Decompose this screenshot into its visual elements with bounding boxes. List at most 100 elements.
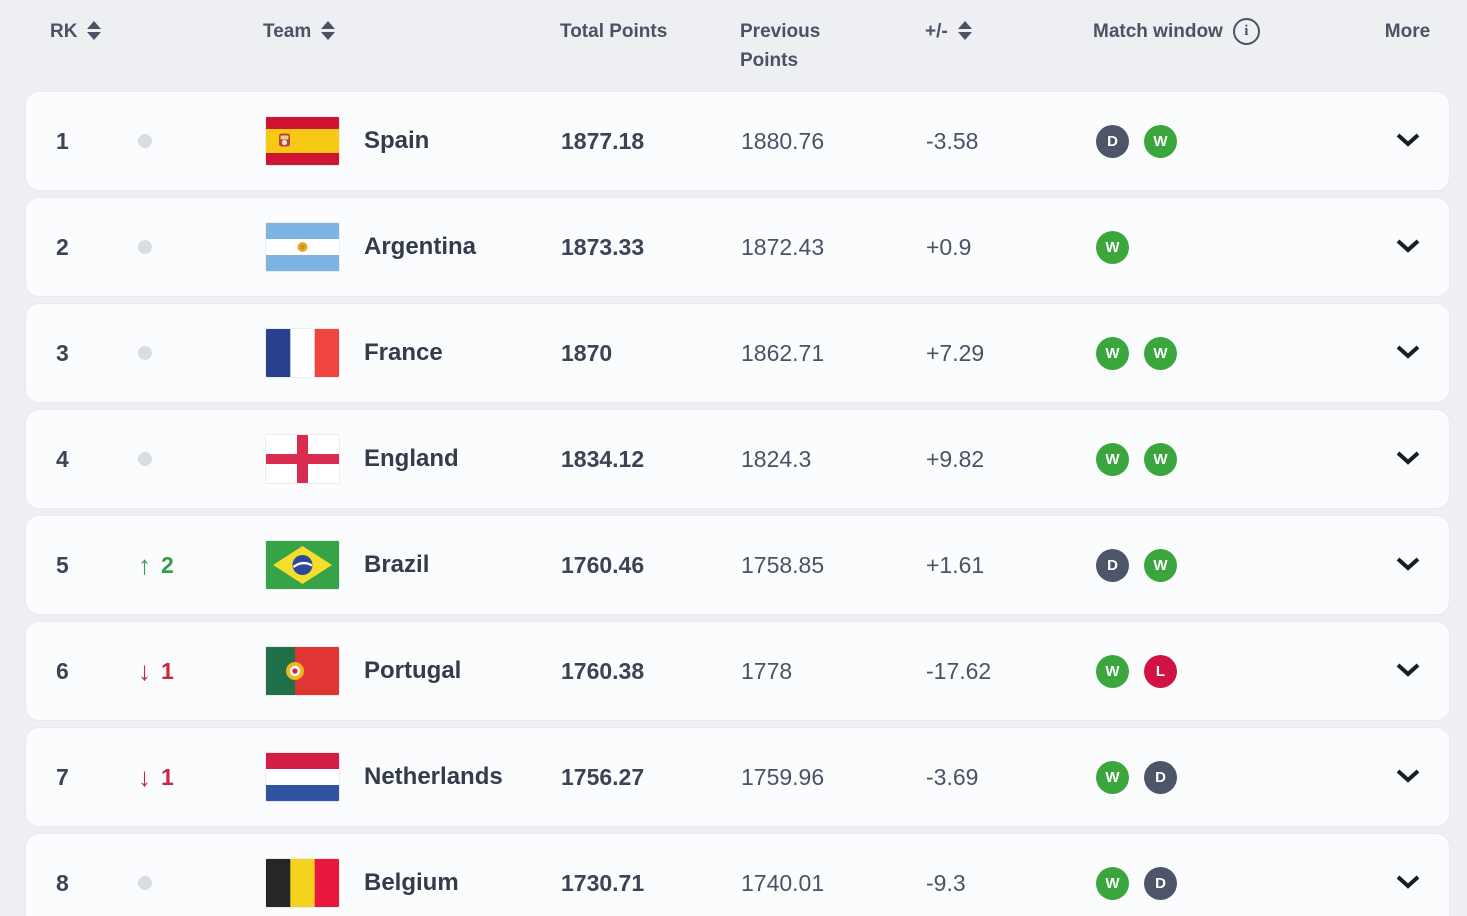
match-window: W L: [1086, 654, 1366, 688]
previous-points: 1759.96: [741, 763, 825, 790]
total-points: 1760.38: [561, 657, 645, 684]
rank-movement: [106, 876, 236, 890]
team-name: Portugal: [364, 657, 462, 684]
team-name: England: [364, 445, 459, 472]
chevron-down-icon[interactable]: [1388, 444, 1428, 475]
rank-value: 7: [56, 763, 69, 790]
argentina-flag-icon: [236, 223, 356, 271]
match-result-badge: W: [1144, 442, 1177, 476]
rank-movement: [106, 346, 236, 360]
column-label-match-window: Match window: [1093, 21, 1223, 42]
rank-value: 6: [56, 657, 69, 684]
rank-value: 1: [56, 127, 69, 154]
points-change: -3.58: [926, 127, 979, 154]
france-flag-icon: [236, 329, 356, 377]
rank-movement-value: 1: [161, 763, 174, 790]
table-row[interactable]: 4 England 1834.12 1824.3 +9.82 W W: [25, 409, 1450, 509]
points-change: +7.29: [926, 339, 985, 366]
total-points: 1756.27: [561, 763, 645, 790]
match-window: W D: [1086, 760, 1366, 794]
rank-down-arrow-icon: ↓: [138, 762, 151, 792]
sort-icon[interactable]: [321, 21, 336, 40]
team-name: Belgium: [364, 869, 459, 896]
column-header-team[interactable]: Team: [235, 17, 550, 46]
chevron-down-icon[interactable]: [1388, 338, 1428, 369]
england-flag-icon: [236, 435, 356, 483]
chevron-down-icon[interactable]: [1388, 762, 1428, 793]
belgium-flag-icon: [236, 859, 356, 907]
no-change-dot-icon: [138, 876, 152, 890]
table-row[interactable]: 7 ↓ 1 Netherlands 1756.27 1759.96 -3.69 …: [25, 727, 1450, 827]
points-change: +9.82: [926, 445, 985, 472]
match-result-badge: L: [1144, 654, 1177, 688]
rank-movement: [106, 134, 236, 148]
column-header-previous-points: Previous Points: [730, 17, 865, 76]
rank-value: 5: [56, 551, 69, 578]
match-result-badge: D: [1096, 548, 1129, 582]
table-row[interactable]: 6 ↓ 1 Portugal 1760.38 1778 -17.62 W L: [25, 621, 1450, 721]
column-header-total-points: Total Points: [550, 17, 730, 46]
table-row[interactable]: 8 Belgium 1730.71 1740.01 -9.3 W D: [25, 833, 1450, 916]
column-label-rank: RK: [50, 21, 78, 42]
chevron-down-icon[interactable]: [1388, 868, 1428, 899]
expand-row-cell: [1366, 338, 1449, 369]
match-result-badge: W: [1096, 230, 1129, 264]
rank-value: 2: [56, 233, 69, 260]
rank-movement: [106, 240, 236, 254]
expand-row-cell: [1366, 444, 1449, 475]
match-window: W D: [1086, 866, 1366, 900]
match-result-badge: D: [1096, 124, 1129, 158]
sort-icon[interactable]: [957, 21, 972, 40]
match-window: W W: [1086, 336, 1366, 370]
table-row[interactable]: 5 ↑ 2 Brazil 1760.46 1758.85 +1.61 D W: [25, 515, 1450, 615]
match-result-badge: W: [1096, 336, 1129, 370]
chevron-down-icon[interactable]: [1388, 656, 1428, 687]
match-result-badge: W: [1144, 548, 1177, 582]
sort-icon[interactable]: [87, 21, 102, 40]
table-row[interactable]: 1 Spain 1877.18 1880.76 -3.58 D W: [25, 91, 1450, 191]
chevron-down-icon[interactable]: [1388, 232, 1428, 263]
expand-row-cell: [1366, 550, 1449, 581]
match-window: D W: [1086, 124, 1366, 158]
match-window: D W: [1086, 548, 1366, 582]
no-change-dot-icon: [138, 134, 152, 148]
column-header-rank[interactable]: RK: [25, 17, 105, 46]
rank-movement: ↑ 2: [106, 552, 236, 579]
portugal-flag-icon: [236, 647, 356, 695]
no-change-dot-icon: [138, 346, 152, 360]
rank-movement: ↓ 1: [106, 764, 236, 791]
rank-movement: [106, 452, 236, 466]
team-name: Brazil: [364, 551, 430, 578]
table-row[interactable]: 2 Argentina 1873.33 1872.43 +0.9 W: [25, 197, 1450, 297]
points-change: +1.61: [926, 551, 985, 578]
table-row[interactable]: 3 France 1870 1862.71 +7.29 W W: [25, 303, 1450, 403]
rank-value: 8: [56, 869, 69, 896]
netherlands-flag-icon: [236, 753, 356, 801]
info-icon[interactable]: i: [1232, 18, 1260, 45]
column-header-plus-minus[interactable]: +/-: [915, 17, 1085, 46]
chevron-down-icon[interactable]: [1388, 550, 1428, 581]
table-header: RK Team Total Points Previous Points +/-…: [25, 0, 1450, 91]
rank-movement-value: 2: [161, 551, 174, 578]
match-result-badge: D: [1144, 760, 1177, 794]
expand-row-cell: [1366, 868, 1449, 899]
total-points: 1877.18: [561, 127, 645, 154]
match-result-badge: D: [1144, 866, 1177, 900]
column-label-previous-points: Previous Points: [740, 21, 821, 72]
total-points: 1730.71: [561, 869, 645, 896]
team-name: Spain: [364, 127, 430, 154]
rank-up-arrow-icon: ↑: [138, 550, 151, 580]
total-points: 1873.33: [561, 233, 645, 260]
chevron-down-icon[interactable]: [1388, 126, 1428, 157]
rank-value: 3: [56, 339, 69, 366]
match-result-badge: W: [1096, 866, 1129, 900]
expand-row-cell: [1366, 656, 1449, 687]
match-result-badge: W: [1144, 124, 1177, 158]
previous-points: 1824.3: [741, 445, 812, 472]
match-window: W: [1086, 230, 1366, 264]
rank-value: 4: [56, 445, 69, 472]
column-label-total-points: Total Points: [560, 21, 668, 42]
previous-points: 1778: [741, 657, 793, 684]
column-label-more: More: [1384, 21, 1431, 42]
